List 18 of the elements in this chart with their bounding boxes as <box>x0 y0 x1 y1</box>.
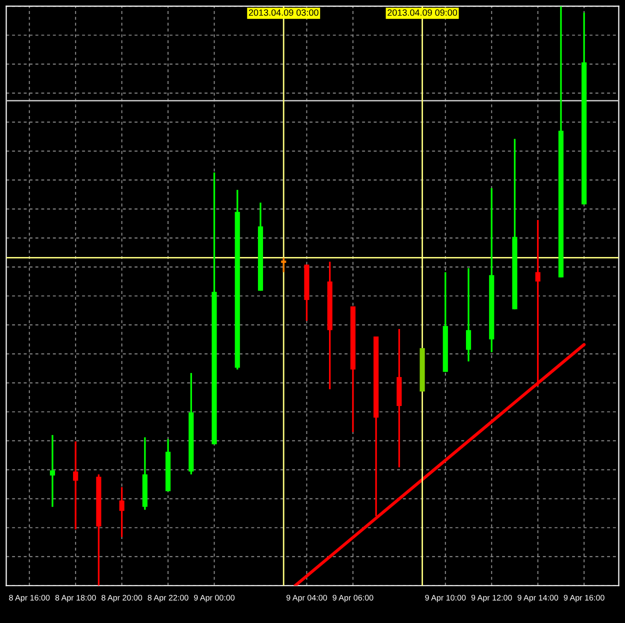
candlestick <box>50 434 56 508</box>
x-tick-label: 8 Apr 18:00 <box>55 594 96 602</box>
x-tick-label: 9 Apr 14:00 <box>518 594 558 602</box>
ref-line-label: 2013.04.09 09:00 <box>388 9 458 16</box>
candlestick <box>466 267 472 362</box>
ref-line-label: 2013.04.09 03:00 <box>248 9 318 16</box>
x-tick-label: 9 Apr 12:00 <box>471 594 512 602</box>
x-tick-label: 9 Apr 04:00 <box>286 594 328 602</box>
candlestick <box>281 256 286 274</box>
x-tick-label: 9 Apr 00:00 <box>194 594 235 602</box>
candlestick <box>73 440 78 530</box>
x-tick-label: 9 Apr 16:00 <box>564 594 604 602</box>
x-tick-label: 8 Apr 16:00 <box>9 594 50 602</box>
x-tick-label: 9 Apr 06:00 <box>332 594 374 602</box>
x-tick-label: 8 Apr 20:00 <box>102 594 142 602</box>
candlestick <box>119 486 124 538</box>
x-tick-label: 8 Apr 22:00 <box>148 594 188 602</box>
x-tick-label: 9 Apr 10:00 <box>425 594 466 602</box>
